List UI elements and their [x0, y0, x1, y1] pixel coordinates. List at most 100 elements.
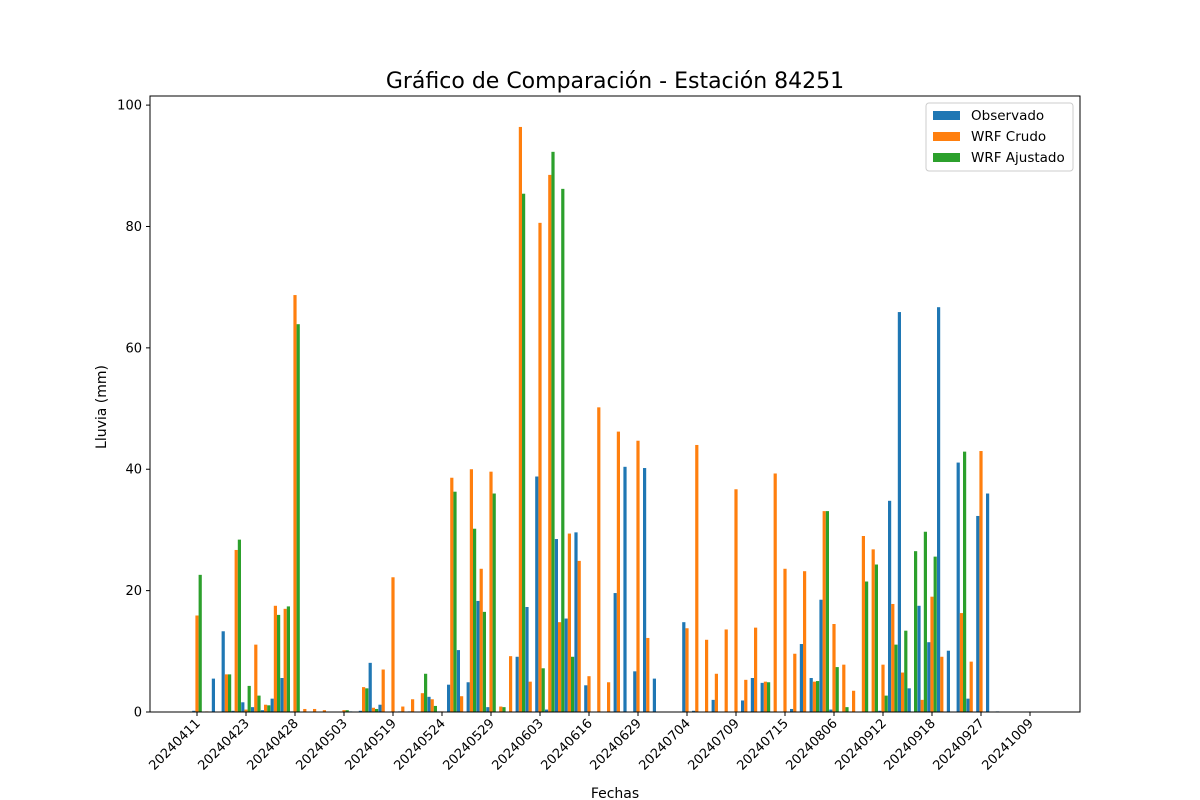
bar-observado-20240411: [192, 710, 196, 712]
bar-observado-20240701: [652, 678, 656, 712]
bar-wrf-crudo-20240809: [861, 536, 865, 712]
bar-observado-20240528: [476, 600, 480, 712]
y-tick-label: 40: [125, 463, 142, 478]
bar-observado-20240705: [692, 710, 696, 712]
bar-observado-20240913: [888, 500, 892, 712]
bar-wrf-crudo-20240918: [930, 596, 934, 712]
bar-wrf-crudo-20240520: [401, 706, 405, 712]
bar-wrf-crudo-20240427: [283, 608, 287, 712]
bar-wrf-ajustado-20240427: [286, 606, 290, 712]
bar-observado-20240601: [515, 656, 519, 712]
bar-wrf-ajustado-20240529: [492, 493, 496, 712]
bar-wrf-crudo-20240921: [959, 613, 963, 712]
bar-observado-20240921: [956, 462, 960, 712]
bar-wrf-crudo-20240602: [528, 681, 532, 712]
bar-wrf-ajustado-20240426: [277, 614, 281, 712]
bar-wrf-crudo-20240519: [391, 577, 395, 712]
bar-wrf-ajustado-20240810: [874, 564, 878, 712]
bar-wrf-crudo-20240617: [597, 407, 601, 712]
bar-observado-20240424: [251, 707, 255, 712]
bar-wrf-ajustado-20240918: [933, 556, 937, 712]
bar-observado-20240505: [358, 710, 362, 712]
bar-observado-20240718: [809, 678, 813, 712]
bar-wrf-crudo-20240606: [567, 533, 571, 712]
bar-wrf-ajustado-20240530: [502, 707, 506, 712]
bar-observado-20240426: [270, 698, 274, 712]
bar-observado-20240606: [564, 618, 568, 712]
bar-wrf-crudo-20240629: [636, 440, 640, 712]
bar-wrf-ajustado-20240527: [473, 528, 477, 712]
bar-observado-20240506: [368, 662, 372, 712]
bar-wrf-ajustado-20240411: [198, 574, 202, 712]
legend-swatch-wrf-ajustado: [933, 153, 960, 162]
bar-observado-20240630: [643, 468, 647, 712]
bar-observado-20240607: [574, 532, 578, 712]
bar-wrf-crudo-20240607: [577, 560, 581, 712]
bar-wrf-crudo-20240716: [793, 653, 797, 712]
bar-wrf-ajustado-20240912: [884, 695, 888, 712]
bar-wrf-ajustado-20240523: [433, 705, 437, 712]
bar-wrf-ajustado-20240606: [571, 656, 575, 712]
bar-wrf-ajustado-20240807: [845, 707, 849, 712]
bar-observado-20240806: [829, 709, 833, 712]
bar-observado-20240717: [799, 644, 803, 712]
legend-label-wrf-crudo: WRF Crudo: [971, 129, 1046, 145]
bar-wrf-crudo-20240429: [303, 708, 307, 712]
bar-wrf-crudo-20240506: [371, 707, 375, 712]
bar-wrf-crudo-20240705: [695, 444, 699, 712]
bar-wrf-crudo-20240521: [411, 699, 415, 712]
bar-observado-20240912: [878, 710, 882, 712]
bar-observado-20240527: [466, 682, 470, 712]
bar-observado-20240710: [741, 700, 745, 712]
bar-wrf-crudo-20240715: [783, 568, 787, 712]
bar-wrf-ajustado-20240604: [551, 151, 555, 712]
bar-wrf-crudo-20240619: [616, 431, 620, 712]
bar-wrf-crudo-20240810: [871, 549, 875, 712]
bar-wrf-ajustado-20240915: [914, 551, 918, 712]
bar-wrf-ajustado-20240522: [424, 673, 428, 712]
bar-observado-20240616: [584, 685, 588, 712]
bar-wrf-crudo-20240426: [273, 605, 277, 712]
bar-wrf-crudo-20240710: [744, 679, 748, 712]
bar-observado-20240704: [682, 622, 686, 712]
legend-label-wrf-ajustado: WRF Ajustado: [971, 150, 1065, 166]
bar-wrf-ajustado-20240423: [247, 685, 251, 712]
bar-observado-20240507: [378, 704, 382, 712]
bar-wrf-crudo-20240927: [979, 451, 983, 712]
bar-wrf-ajustado-20240601: [522, 193, 526, 712]
plot-frame: [149, 95, 1081, 713]
bar-wrf-crudo-20240604: [548, 174, 552, 712]
bar-wrf-crudo-20240922: [969, 661, 973, 712]
bar-wrf-crudo-20240919: [940, 656, 944, 712]
y-tick-label: 0: [134, 706, 142, 721]
bar-observado-20240602: [525, 607, 529, 712]
bar-wrf-crudo-20240528: [479, 568, 483, 712]
legend-label-observado: Observado: [971, 108, 1044, 124]
bar-wrf-ajustado-20240603: [541, 668, 545, 712]
bar-wrf-ajustado-20240424: [257, 695, 261, 712]
bar-wrf-crudo-20240708: [724, 629, 728, 712]
bar-wrf-crudo-20240706: [705, 639, 709, 712]
bar-wrf-crudo-20240718: [812, 681, 816, 712]
bar-observado-20240919: [937, 307, 941, 712]
bar-wrf-ajustado-20240921: [963, 451, 967, 712]
bar-observado-20240413: [211, 678, 215, 712]
bar-wrf-crudo-20240505: [362, 687, 366, 712]
y-axis-label: Lluvia (mm): [94, 365, 110, 449]
bar-observado-20240427: [280, 678, 284, 712]
y-tick-label: 20: [125, 584, 142, 599]
bar-wrf-crudo-20240709: [734, 489, 738, 712]
bar-wrf-crudo-20240711: [754, 627, 758, 712]
bar-observado-20240605: [554, 539, 558, 712]
bar-wrf-ajustado-20240528: [482, 611, 486, 712]
x-axis-label: Fechas: [591, 786, 639, 800]
bar-wrf-crudo-20240913: [891, 603, 895, 712]
bar-wrf-ajustado-20240718: [816, 681, 820, 712]
bar-wrf-crudo-20240507: [381, 669, 385, 712]
bar-wrf-ajustado-20240809: [865, 581, 869, 712]
bar-wrf-crudo-20240717: [803, 571, 807, 712]
bar-wrf-ajustado-20240505: [365, 688, 369, 712]
bar-observado-20240922: [966, 698, 970, 712]
bar-observado-20240523: [427, 696, 431, 712]
bar-wrf-crudo-20240713: [773, 473, 777, 712]
